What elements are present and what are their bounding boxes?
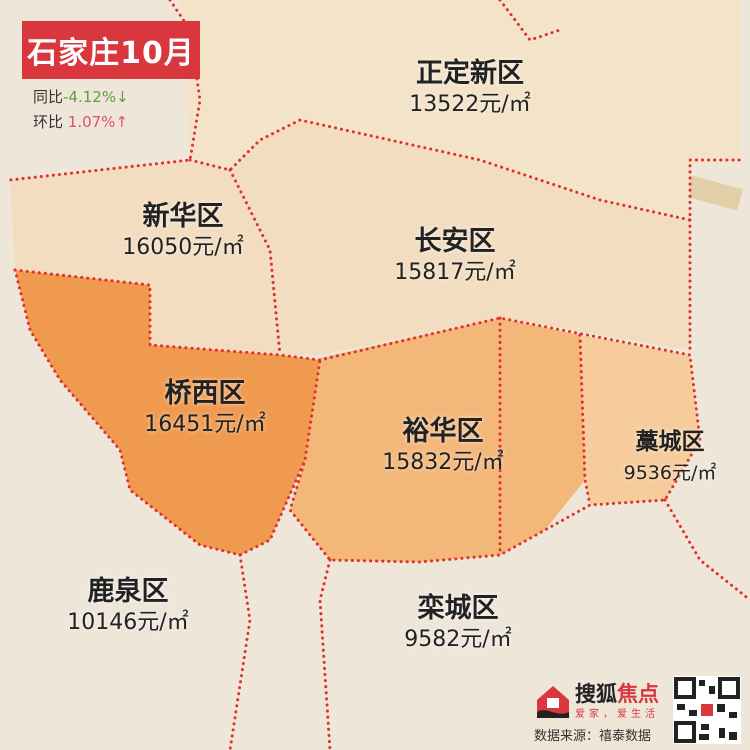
data-source: 数据来源：禧泰数据 — [534, 729, 652, 744]
district-changan — [230, 120, 690, 355]
house-icon — [537, 685, 569, 718]
district-name: 正定新区 — [416, 58, 524, 89]
brand-accent: 焦点 — [617, 682, 659, 706]
district-name: 藁城区 — [635, 429, 705, 455]
label-qiaoxi: 桥西区 16451元/㎡ — [144, 378, 265, 440]
district-name: 新华区 — [142, 201, 224, 232]
district-price: 16050元/㎡ — [122, 235, 244, 260]
qr-code — [673, 676, 741, 744]
mom-value: 1.07% — [63, 113, 116, 131]
district-gaocheng — [580, 335, 700, 505]
label-luquan: 鹿泉区 10146元/㎡ — [67, 576, 188, 638]
brand-main: 搜狐 — [575, 682, 617, 706]
label-changan: 长安区 15817元/㎡ — [394, 226, 515, 288]
page-title: 石家庄10月 — [22, 21, 200, 79]
sohu-focus-logo: 搜狐焦点爱家，爱生活 — [535, 683, 659, 720]
district-price: 9582元/㎡ — [404, 627, 512, 652]
label-luancheng: 栾城区 9582元/㎡ — [404, 593, 511, 655]
district-yuhua — [290, 318, 585, 562]
district-price: 13522元/㎡ — [409, 92, 531, 117]
label-zhengding: 正定新区 13522元/㎡ — [409, 58, 530, 120]
district-zhengding — [180, 0, 740, 220]
up-arrow-icon: ↑ — [115, 113, 129, 131]
yoy-label: 同比 — [33, 88, 64, 106]
district-price: 15817元/㎡ — [394, 260, 516, 285]
district-price: 15832元/㎡ — [382, 450, 504, 475]
slogan: 爱家，爱生活 — [575, 709, 659, 720]
district-qiaoxi — [15, 270, 320, 555]
district-price: 16451元/㎡ — [144, 412, 266, 437]
district-name: 长安区 — [414, 226, 496, 257]
yoy-value: -4.12% — [63, 88, 117, 106]
mom-label: 环比 — [33, 113, 64, 131]
district-name: 栾城区 — [417, 593, 499, 624]
mom-stat: 环比 1.07%↑ — [33, 111, 128, 132]
district-price: 9536元/㎡ — [623, 462, 717, 484]
yoy-stat: 同比-4.12%↓ — [33, 86, 129, 107]
district-boundaries — [8, 0, 750, 750]
district-name: 桥西区 — [164, 378, 246, 409]
label-gaocheng: 藁城区 9536元/㎡ — [624, 426, 717, 488]
district-name: 鹿泉区 — [87, 576, 169, 607]
label-yuhua: 裕华区 15832元/㎡ — [382, 416, 503, 478]
down-arrow-icon: ↓ — [116, 88, 129, 106]
label-xinhua: 新华区 16050元/㎡ — [122, 201, 243, 263]
district-name: 裕华区 — [402, 416, 484, 447]
district-price: 10146元/㎡ — [67, 610, 189, 635]
district-xinhua — [10, 160, 280, 355]
